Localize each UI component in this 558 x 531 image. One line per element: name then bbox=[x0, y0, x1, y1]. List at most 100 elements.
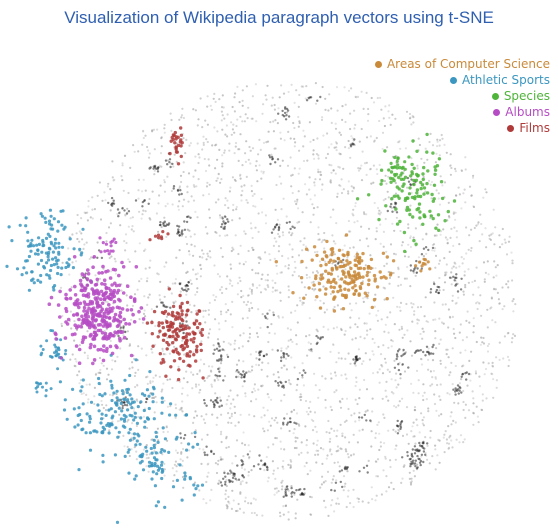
background-point bbox=[331, 262, 334, 265]
background-point bbox=[454, 170, 457, 173]
background-point bbox=[304, 293, 308, 296]
background-point bbox=[283, 393, 286, 397]
background-point bbox=[443, 433, 446, 436]
species-point bbox=[415, 149, 419, 153]
background-point bbox=[375, 475, 378, 478]
background-point bbox=[358, 388, 361, 391]
background-point bbox=[454, 302, 457, 305]
background-point bbox=[318, 260, 321, 263]
albums-point bbox=[74, 344, 79, 348]
background-point bbox=[400, 481, 403, 484]
background-point bbox=[424, 354, 427, 357]
background-point bbox=[328, 450, 332, 453]
background-point bbox=[274, 281, 277, 285]
background-point bbox=[329, 437, 332, 440]
background-point bbox=[97, 371, 100, 374]
background-point bbox=[194, 383, 198, 386]
background-point bbox=[410, 480, 413, 483]
background-point bbox=[187, 200, 190, 203]
background-point bbox=[320, 483, 323, 486]
background-point bbox=[245, 175, 248, 178]
background-point bbox=[320, 118, 324, 121]
background-point bbox=[384, 174, 387, 177]
background-point bbox=[221, 114, 224, 117]
background-point bbox=[249, 370, 252, 374]
background-point bbox=[270, 155, 274, 159]
background-point bbox=[316, 250, 319, 253]
cs-point bbox=[366, 270, 370, 275]
background-point bbox=[494, 288, 497, 291]
background-point bbox=[272, 228, 275, 231]
background-point bbox=[258, 353, 261, 357]
albums-point bbox=[125, 284, 130, 289]
sports-point bbox=[79, 418, 83, 423]
background-point bbox=[288, 243, 291, 246]
background-point bbox=[470, 194, 473, 197]
background-point bbox=[122, 401, 126, 404]
background-point bbox=[413, 351, 417, 354]
background-point bbox=[278, 223, 281, 226]
background-point bbox=[353, 138, 356, 141]
background-point bbox=[410, 178, 413, 181]
background-point bbox=[425, 350, 429, 354]
background-point bbox=[424, 296, 427, 299]
sports-point bbox=[150, 477, 154, 481]
background-point bbox=[257, 272, 260, 275]
species-point bbox=[393, 172, 397, 177]
background-point bbox=[143, 199, 146, 203]
films-point bbox=[175, 327, 179, 331]
sports-point bbox=[167, 450, 171, 454]
background-point bbox=[379, 353, 383, 356]
background-point bbox=[220, 440, 223, 444]
background-point bbox=[144, 248, 147, 251]
background-point bbox=[419, 332, 422, 336]
background-point bbox=[254, 226, 257, 229]
background-point bbox=[220, 359, 223, 362]
sports-point bbox=[88, 414, 92, 418]
background-point bbox=[502, 357, 505, 360]
background-point bbox=[365, 161, 368, 164]
background-point bbox=[125, 241, 128, 245]
background-point bbox=[347, 190, 350, 193]
background-point bbox=[276, 158, 280, 161]
background-point bbox=[462, 293, 465, 296]
background-point bbox=[408, 477, 411, 480]
background-point bbox=[203, 157, 206, 161]
albums-point bbox=[87, 320, 92, 325]
background-point bbox=[379, 445, 382, 448]
background-point bbox=[255, 363, 258, 366]
background-point bbox=[351, 190, 354, 193]
background-point bbox=[409, 245, 412, 249]
background-point bbox=[147, 202, 150, 205]
background-point bbox=[270, 323, 273, 326]
background-point bbox=[216, 396, 219, 400]
sports-point bbox=[76, 423, 80, 427]
background-point bbox=[347, 147, 350, 150]
background-point bbox=[127, 258, 130, 261]
background-point bbox=[357, 169, 361, 172]
background-point bbox=[308, 176, 311, 179]
background-point bbox=[124, 233, 128, 236]
background-point bbox=[231, 489, 234, 492]
background-point bbox=[138, 318, 141, 321]
background-point bbox=[434, 330, 437, 333]
background-point bbox=[184, 152, 187, 155]
cs-point bbox=[320, 257, 325, 261]
background-point bbox=[293, 200, 297, 203]
sports-point bbox=[159, 450, 163, 454]
sports-point bbox=[44, 220, 48, 224]
albums-point bbox=[77, 361, 82, 366]
background-point bbox=[262, 141, 266, 144]
background-point bbox=[415, 449, 418, 452]
background-point bbox=[381, 365, 384, 368]
cs-point bbox=[330, 252, 334, 257]
species-point bbox=[367, 193, 371, 197]
background-point bbox=[450, 439, 453, 442]
background-point bbox=[353, 109, 356, 112]
background-point bbox=[491, 365, 494, 368]
background-point bbox=[180, 287, 184, 290]
background-point bbox=[233, 348, 236, 351]
sports-point bbox=[53, 284, 57, 288]
background-point bbox=[235, 363, 239, 366]
species-point bbox=[397, 187, 401, 191]
